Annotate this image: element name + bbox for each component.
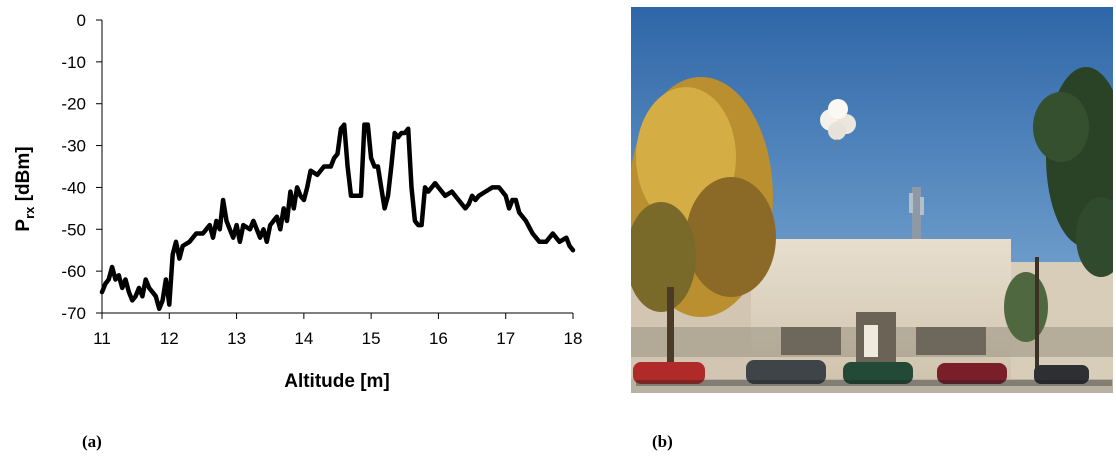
x-tick-label: 12 <box>160 329 179 348</box>
antenna-mast <box>909 187 924 239</box>
cars <box>633 360 1112 386</box>
y-axis-title-main: P <box>13 219 34 232</box>
y-tick-label: -60 <box>61 262 86 281</box>
y-axis-title-unit: [dBm] <box>13 146 34 206</box>
y-tick-label: -40 <box>61 178 86 197</box>
chart-axes <box>101 20 573 314</box>
altitude-power-chart: 0 -10 -20 -30 -40 -50 -60 -70 11 12 13 14 15 16 17 18 A… <box>13 11 582 392</box>
y-tick-label: -50 <box>61 220 86 239</box>
chart-ticks: 0 -10 -20 -30 -40 -50 -60 -70 11 12 13 14 15 16 17 18 <box>61 11 582 348</box>
x-tick-label: 11 <box>93 329 111 348</box>
tree-left <box>631 77 776 382</box>
y-tick-label: -10 <box>61 53 86 72</box>
y-axis-title: Prx [dBm] <box>13 146 37 231</box>
y-tick-label: -20 <box>61 95 86 114</box>
balloon-building-photo <box>631 7 1113 393</box>
x-tick-label: 18 <box>564 329 583 348</box>
x-axis-title: Altitude [m] <box>284 371 390 392</box>
x-tick-label: 17 <box>496 329 515 348</box>
x-tick-label: 13 <box>227 329 246 348</box>
y-tick-label: 0 <box>77 11 86 30</box>
y-axis-title-sub: rx <box>22 206 37 219</box>
series-line <box>99 122 576 312</box>
y-tick-label: -70 <box>61 304 86 323</box>
panel-label-a: (a) <box>82 432 102 451</box>
x-tick-label: 15 <box>362 329 381 348</box>
y-tick-label: -30 <box>61 137 86 156</box>
tree-right <box>1004 67 1113 382</box>
balloon <box>820 99 856 147</box>
x-tick-label: 14 <box>294 329 313 348</box>
panel-label-b: (b) <box>652 432 673 451</box>
x-tick-label: 16 <box>429 329 448 348</box>
